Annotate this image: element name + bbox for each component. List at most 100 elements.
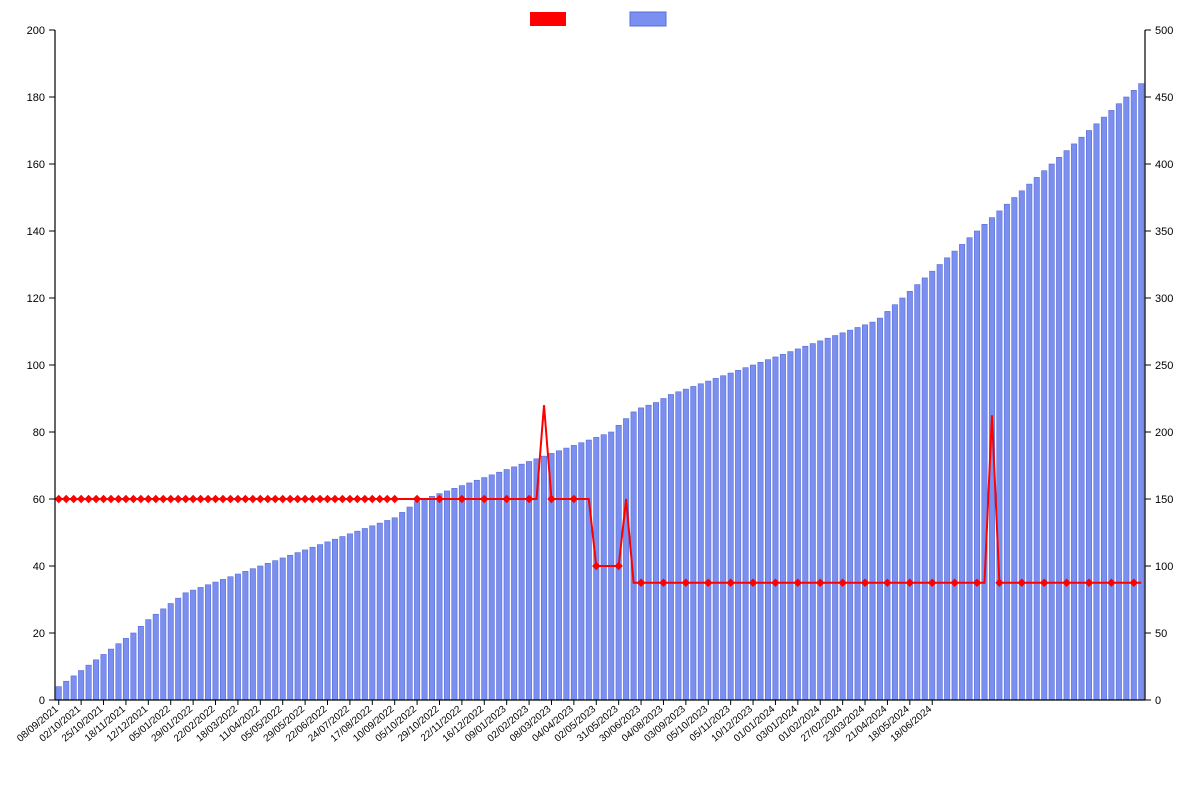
svg-text:40: 40: [33, 561, 45, 573]
line-marker: [264, 496, 271, 503]
line-marker: [302, 496, 309, 503]
bar: [571, 445, 576, 700]
line-marker: [317, 496, 324, 503]
bar: [370, 526, 375, 700]
bar: [1086, 131, 1091, 701]
bar: [392, 518, 397, 700]
bar: [1027, 184, 1032, 700]
bar: [623, 419, 628, 700]
svg-text:500: 500: [1155, 25, 1173, 37]
bar: [497, 472, 502, 700]
bar: [601, 435, 606, 700]
line-marker: [219, 496, 226, 503]
bar: [855, 327, 860, 700]
bar: [818, 341, 823, 700]
line-marker: [324, 496, 331, 503]
bar: [93, 660, 98, 700]
bar: [825, 338, 830, 700]
bar: [325, 542, 330, 700]
bar: [414, 502, 419, 700]
bar: [474, 480, 479, 700]
line-marker: [227, 496, 234, 503]
bar: [459, 486, 464, 700]
bar: [885, 311, 890, 700]
bar: [646, 405, 651, 700]
line-marker: [354, 496, 361, 503]
line-marker: [145, 496, 152, 503]
bar: [407, 507, 412, 700]
bar: [429, 496, 434, 700]
line-marker: [107, 496, 114, 503]
bar: [698, 384, 703, 700]
bar: [86, 665, 91, 700]
bar: [735, 370, 740, 700]
bar: [1071, 144, 1076, 700]
bar: [676, 392, 681, 700]
bar: [765, 360, 770, 700]
bar: [713, 378, 718, 700]
bar: [108, 649, 113, 700]
svg-text:150: 150: [1155, 494, 1173, 506]
bar: [355, 531, 360, 700]
bar: [1049, 164, 1054, 700]
bar: [317, 545, 322, 700]
bar: [788, 352, 793, 700]
bar: [422, 499, 427, 700]
bar: [1094, 124, 1099, 700]
svg-text:60: 60: [33, 494, 45, 506]
bar: [810, 344, 815, 700]
bar: [930, 271, 935, 700]
bar: [862, 325, 867, 700]
line-marker: [205, 496, 212, 503]
line-marker: [197, 496, 204, 503]
bar: [720, 376, 725, 700]
line-marker: [272, 496, 279, 503]
dual-axis-chart: 0204060801001201401601802000501001502002…: [0, 0, 1200, 800]
bar: [1116, 104, 1121, 700]
bar: [198, 587, 203, 700]
line-marker: [190, 496, 197, 503]
bar: [101, 654, 106, 700]
line-marker: [287, 496, 294, 503]
bar: [1079, 137, 1084, 700]
line-marker: [384, 496, 391, 503]
bar: [489, 475, 494, 700]
bar: [175, 598, 180, 700]
bar: [123, 638, 128, 700]
bar: [138, 626, 143, 700]
line-marker: [309, 496, 316, 503]
svg-text:160: 160: [27, 159, 45, 171]
line-marker: [70, 496, 77, 503]
line-marker: [257, 496, 264, 503]
bar: [706, 381, 711, 700]
bar: [683, 389, 688, 700]
bar: [1056, 157, 1061, 700]
bar: [579, 443, 584, 700]
line-marker: [175, 496, 182, 503]
bar: [661, 399, 666, 701]
bar: [959, 244, 964, 700]
bar: [482, 478, 487, 700]
bar: [638, 408, 643, 700]
bar: [347, 534, 352, 700]
bar: [1064, 151, 1069, 700]
bar: [840, 333, 845, 700]
bar: [310, 547, 315, 700]
bar: [728, 373, 733, 700]
line-marker: [167, 496, 174, 503]
bar: [907, 291, 912, 700]
bar: [228, 577, 233, 700]
bar: [1131, 90, 1136, 700]
svg-text:300: 300: [1155, 293, 1173, 305]
bar: [743, 368, 748, 700]
bar: [952, 251, 957, 700]
bar: [1042, 171, 1047, 700]
line-marker: [339, 496, 346, 503]
bar: [273, 561, 278, 700]
bar: [146, 620, 151, 700]
bar: [974, 231, 979, 700]
bar: [1109, 110, 1114, 700]
bar: [295, 553, 300, 700]
bar: [877, 318, 882, 700]
bar: [1012, 198, 1017, 701]
